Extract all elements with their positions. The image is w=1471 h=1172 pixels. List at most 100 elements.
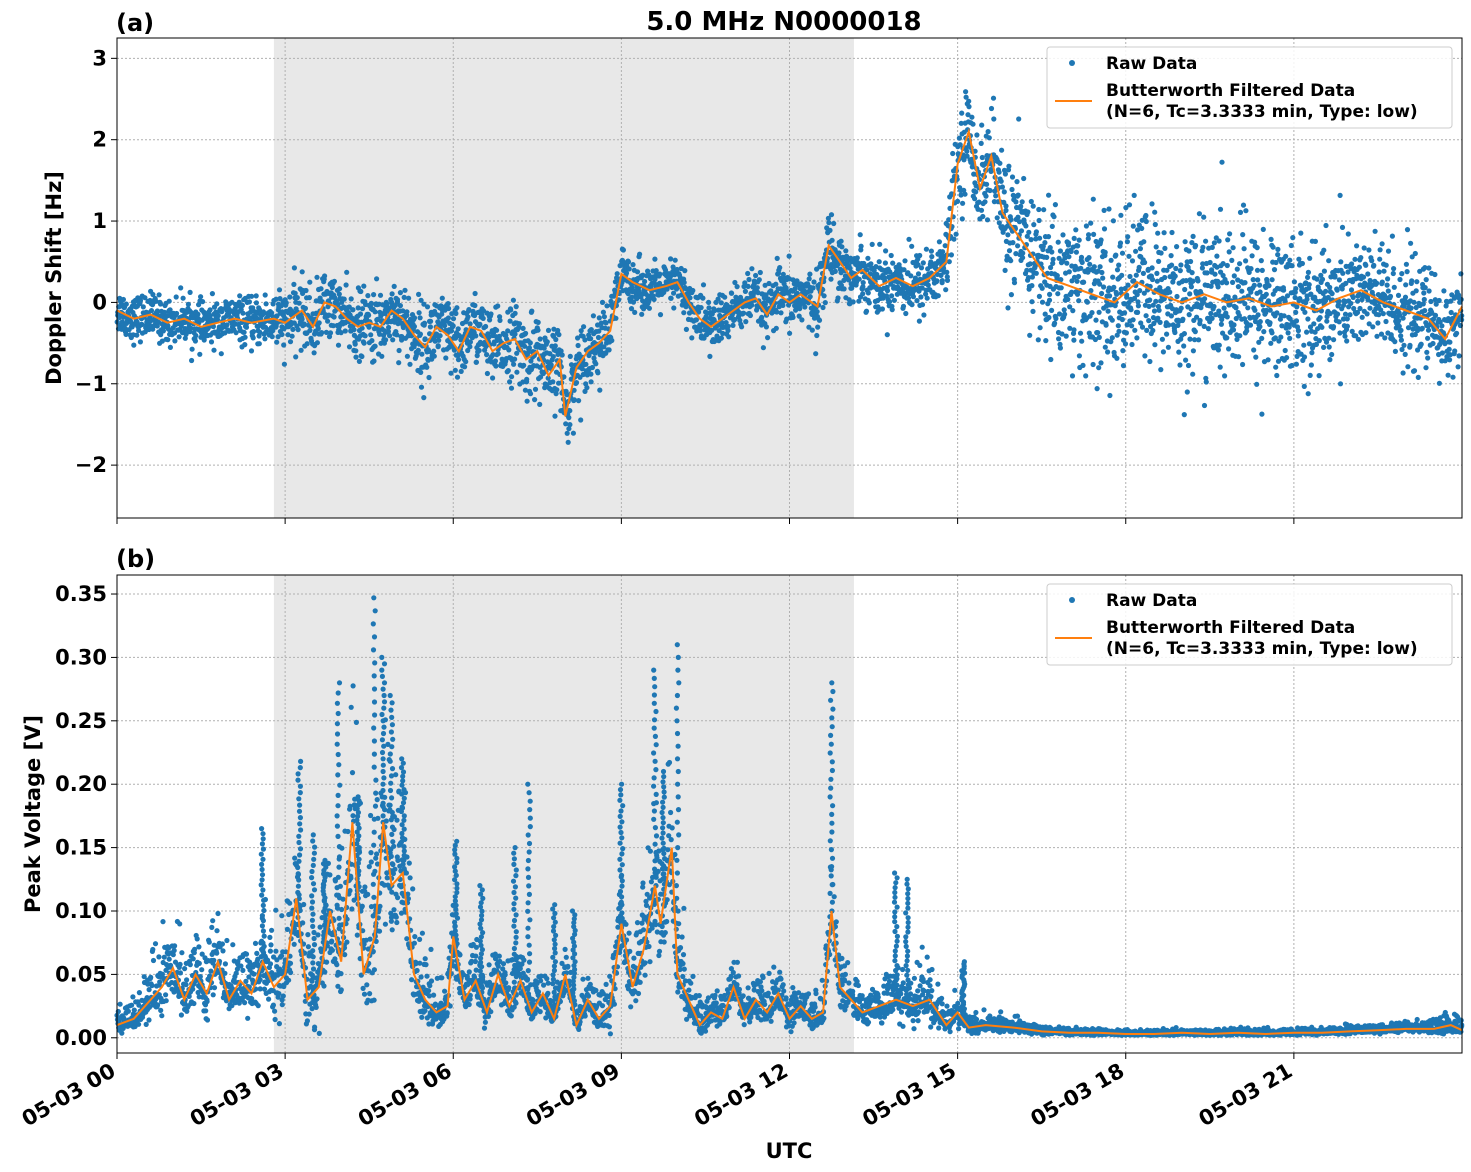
- raw-data-point: [1287, 257, 1293, 263]
- raw-data-point: [1299, 260, 1305, 267]
- raw-data-point: [652, 276, 658, 282]
- raw-data-point: [891, 297, 898, 303]
- raw-data-point: [1258, 258, 1264, 264]
- raw-data-point: [327, 872, 333, 878]
- raw-data-point: [1352, 256, 1358, 262]
- raw-data-point: [1158, 250, 1164, 256]
- raw-data-point: [338, 971, 344, 977]
- raw-data-point: [1089, 310, 1095, 316]
- raw-data-point: [1016, 116, 1022, 122]
- raw-data-point: [1367, 305, 1373, 311]
- raw-data-point: [1301, 383, 1307, 389]
- raw-data-point: [315, 326, 321, 332]
- raw-data-point: [1312, 238, 1318, 244]
- raw-data-point: [267, 934, 273, 941]
- raw-data-point: [951, 236, 957, 242]
- raw-data-point: [1015, 243, 1021, 249]
- raw-data-point: [426, 374, 432, 381]
- raw-data-point: [249, 293, 255, 299]
- raw-data-point: [473, 359, 479, 365]
- raw-data-point: [329, 947, 335, 953]
- raw-data-point: [527, 391, 534, 397]
- raw-data-point: [571, 397, 578, 403]
- raw-data-point: [1458, 296, 1464, 303]
- raw-data-point: [1196, 337, 1202, 343]
- raw-data-point: [450, 323, 456, 329]
- raw-data-point: [590, 313, 597, 319]
- raw-data-point: [196, 944, 202, 950]
- raw-data-point: [1115, 323, 1121, 329]
- raw-data-point: [1348, 287, 1355, 293]
- raw-data-point: [1403, 282, 1409, 288]
- raw-data-point: [1266, 283, 1272, 289]
- raw-data-point: [1421, 296, 1427, 303]
- raw-data-point: [306, 1011, 312, 1017]
- raw-data-point: [1084, 299, 1090, 305]
- raw-data-point: [1203, 379, 1209, 385]
- raw-data-point: [1143, 212, 1149, 219]
- raw-data-point: [187, 962, 193, 968]
- raw-data-point: [1298, 230, 1304, 236]
- raw-data-point: [1123, 330, 1129, 336]
- raw-data-point: [806, 276, 812, 282]
- raw-data-point: [1083, 223, 1089, 229]
- raw-data-point: [596, 315, 602, 321]
- raw-data-point: [242, 342, 248, 348]
- raw-data-point: [477, 321, 483, 327]
- raw-data-point: [742, 280, 748, 286]
- raw-data-point: [1209, 315, 1215, 321]
- raw-data-point: [860, 291, 866, 297]
- raw-data-point: [1105, 349, 1111, 355]
- raw-data-point: [1173, 265, 1179, 272]
- raw-data-point: [1422, 308, 1428, 314]
- raw-data-point: [526, 345, 533, 351]
- raw-data-point: [1106, 206, 1112, 212]
- raw-data-point: [1269, 330, 1275, 336]
- raw-data-point: [490, 352, 496, 358]
- raw-data-point: [1445, 372, 1451, 378]
- raw-data-point: [496, 333, 502, 339]
- raw-data-point: [970, 121, 976, 127]
- raw-data-point: [726, 334, 732, 340]
- raw-data-point: [832, 268, 838, 274]
- raw-data-point: [1076, 298, 1082, 304]
- raw-data-point: [330, 323, 336, 329]
- raw-data-point: [909, 302, 915, 308]
- raw-data-point: [1329, 351, 1335, 358]
- raw-data-point: [1193, 242, 1199, 249]
- raw-data-point: [836, 250, 842, 256]
- raw-data-point: [1030, 308, 1036, 314]
- y-tick-label: 1: [92, 209, 107, 233]
- raw-data-point: [359, 325, 365, 331]
- raw-data-point: [1216, 342, 1222, 348]
- raw-data-point: [556, 332, 562, 338]
- raw-data-point: [343, 282, 349, 288]
- raw-data-point: [1036, 217, 1042, 224]
- raw-data-point: [358, 288, 364, 295]
- raw-data-point: [576, 398, 582, 404]
- raw-data-point: [822, 300, 828, 306]
- raw-data-point: [1196, 211, 1202, 217]
- raw-data-point: [773, 281, 779, 287]
- raw-data-point: [1166, 322, 1172, 328]
- raw-data-point: [243, 978, 249, 985]
- raw-data-point: [346, 344, 353, 350]
- raw-data-point: [1046, 297, 1053, 303]
- raw-data-point: [657, 271, 663, 277]
- raw-data-point: [987, 187, 993, 194]
- raw-data-point: [351, 327, 357, 333]
- raw-data-point: [273, 296, 279, 302]
- raw-data-point: [1180, 316, 1186, 322]
- raw-data-point: [588, 371, 594, 377]
- raw-data-point: [936, 239, 943, 245]
- raw-data-point: [545, 375, 551, 381]
- raw-data-point: [567, 353, 573, 359]
- raw-data-point: [1119, 250, 1126, 256]
- raw-data-point: [514, 350, 520, 356]
- raw-data-point: [189, 357, 195, 364]
- raw-data-point: [589, 364, 596, 371]
- raw-data-point: [220, 948, 226, 954]
- raw-data-point: [137, 339, 143, 345]
- raw-data-point: [1042, 240, 1048, 246]
- raw-data-point: [272, 1016, 278, 1023]
